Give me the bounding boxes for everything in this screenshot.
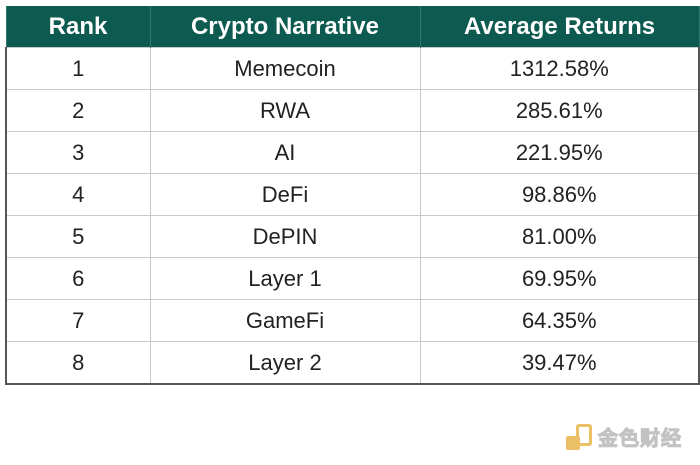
table-header-row: Rank Crypto Narrative Average Returns: [5, 6, 700, 48]
cell-returns: 1312.58%: [419, 47, 700, 90]
cell-returns: 69.95%: [419, 257, 700, 300]
table-row: 2 RWA 285.61%: [5, 89, 700, 132]
cell-narrative: GameFi: [149, 299, 421, 342]
header-crypto-narrative: Crypto Narrative: [149, 6, 421, 48]
cell-narrative: AI: [149, 131, 421, 174]
cell-narrative: Layer 1: [149, 257, 421, 300]
table-row: 6 Layer 1 69.95%: [5, 257, 700, 300]
table-row: 1 Memecoin 1312.58%: [5, 47, 700, 90]
cell-rank: 2: [5, 89, 151, 132]
returns-table: Rank Crypto Narrative Average Returns 1 …: [5, 6, 700, 385]
table-row: 4 DeFi 98.86%: [5, 173, 700, 216]
cell-rank: 5: [5, 215, 151, 258]
table-row: 7 GameFi 64.35%: [5, 299, 700, 342]
cell-rank: 7: [5, 299, 151, 342]
cell-rank: 1: [5, 47, 151, 90]
cell-rank: 8: [5, 341, 151, 385]
cell-narrative: DeFi: [149, 173, 421, 216]
cell-returns: 81.00%: [419, 215, 700, 258]
watermark: 金色财经: [566, 422, 682, 451]
cell-narrative: Memecoin: [149, 47, 421, 90]
cell-returns: 98.86%: [419, 173, 700, 216]
table-row: 3 AI 221.95%: [5, 131, 700, 174]
table-row: 8 Layer 2 39.47%: [5, 341, 700, 385]
cell-narrative: DePIN: [149, 215, 421, 258]
header-rank: Rank: [5, 6, 151, 48]
cell-narrative: Layer 2: [149, 341, 421, 385]
cell-narrative: RWA: [149, 89, 421, 132]
cell-rank: 4: [5, 173, 151, 216]
jinse-logo-icon: [566, 423, 592, 450]
cell-rank: 6: [5, 257, 151, 300]
cell-rank: 3: [5, 131, 151, 174]
watermark-text: 金色财经: [598, 426, 682, 451]
table-row: 5 DePIN 81.00%: [5, 215, 700, 258]
header-average-returns: Average Returns: [419, 6, 700, 48]
cell-returns: 39.47%: [419, 341, 700, 385]
returns-table-container: Rank Crypto Narrative Average Returns 1 …: [5, 6, 700, 385]
cell-returns: 64.35%: [419, 299, 700, 342]
cell-returns: 285.61%: [419, 89, 700, 132]
cell-returns: 221.95%: [419, 131, 700, 174]
